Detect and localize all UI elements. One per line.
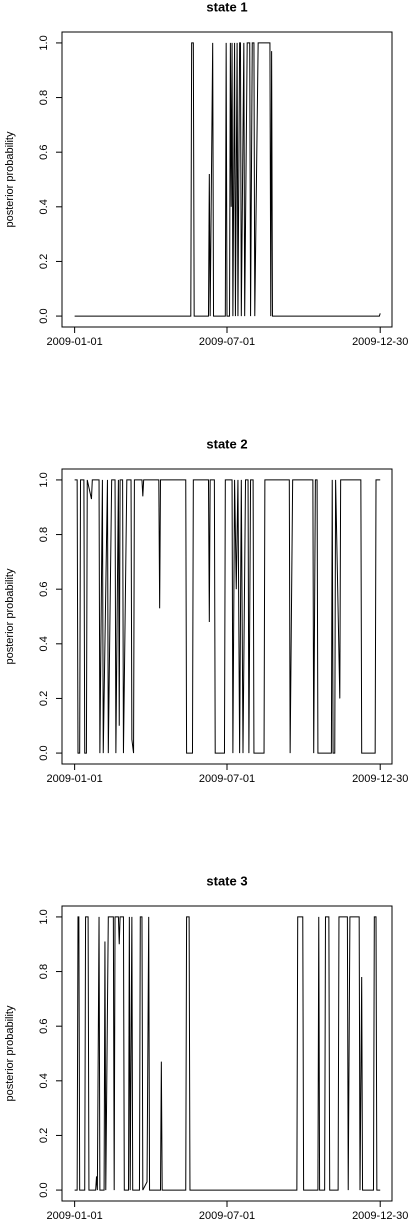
x-tick-label: 2009-01-01 xyxy=(46,773,102,785)
y-tick-label: 0.8 xyxy=(38,90,50,105)
y-axis-label: posterior probability xyxy=(4,131,16,227)
chart-title: state 1 xyxy=(206,0,247,14)
y-tick-label: 0.0 xyxy=(38,1182,50,1197)
x-tick-label: 2009-01-01 xyxy=(46,1210,102,1222)
x-tick-label: 2009-12-30 xyxy=(352,773,408,785)
x-tick-label: 2009-07-01 xyxy=(199,1210,255,1222)
data-line xyxy=(74,479,381,754)
y-tick-label: 0.4 xyxy=(38,199,50,214)
y-tick-label: 1.0 xyxy=(38,472,50,487)
chart-title: state 2 xyxy=(206,436,247,451)
y-tick-label: 1.0 xyxy=(38,909,50,924)
y-tick-label: 0.2 xyxy=(38,691,50,706)
y-tick-label: 0.6 xyxy=(38,582,50,597)
y-tick-label: 0.6 xyxy=(38,145,50,160)
x-tick-label: 2009-12-30 xyxy=(352,1210,408,1222)
y-axis-label: posterior probability xyxy=(4,568,16,664)
y-tick-label: 0.4 xyxy=(38,1073,50,1088)
y-tick-label: 0.0 xyxy=(38,308,50,323)
plot-frame xyxy=(61,905,393,1202)
x-tick-label: 2009-07-01 xyxy=(199,773,255,785)
y-tick-label: 0.2 xyxy=(38,1128,50,1143)
y-tick-label: 0.4 xyxy=(38,636,50,651)
x-tick-label: 2009-12-30 xyxy=(352,336,408,348)
y-tick-label: 0.8 xyxy=(38,527,50,542)
x-tick-label: 2009-01-01 xyxy=(46,336,102,348)
y-tick-label: 0.2 xyxy=(38,254,50,269)
y-tick-label: 1.0 xyxy=(38,35,50,50)
y-tick-label: 0.6 xyxy=(38,1019,50,1034)
data-line xyxy=(74,42,381,317)
y-tick-label: 0.8 xyxy=(38,964,50,979)
chart-title: state 3 xyxy=(206,873,247,888)
x-tick-label: 2009-07-01 xyxy=(199,336,255,348)
y-tick-label: 0.0 xyxy=(38,745,50,760)
y-axis-label: posterior probability xyxy=(4,1005,16,1101)
data-line xyxy=(74,916,381,1191)
